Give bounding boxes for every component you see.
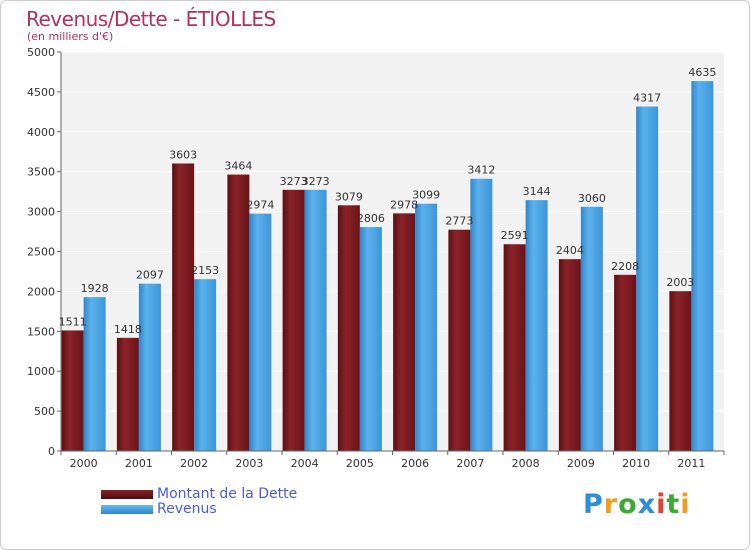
chart-title: Revenus/Dette - ÉTIOLLES — [26, 7, 276, 31]
data-label-dette-2010: 2208 — [611, 260, 639, 273]
y-axis-ticks: 0 500 1000 1500 2000 2500 3000 3500 4000 4500 5000 — [27, 46, 61, 458]
x-tick-label-2001: 2001 — [125, 457, 153, 470]
data-label-dette-2004: 3273 — [280, 175, 308, 188]
data-label-dette-2001: 1418 — [114, 323, 142, 336]
data-label-dette-2008: 2591 — [501, 229, 529, 242]
x-tick-label-2005: 2005 — [346, 457, 374, 470]
bar-dette-2000 — [61, 330, 84, 451]
bar-dette-2006 — [393, 213, 416, 451]
bar-revenus-2010 — [636, 106, 659, 451]
x-tick-label-2002: 2002 — [180, 457, 208, 470]
bar-dette-2004 — [282, 189, 305, 451]
data-label-dette-2009: 2404 — [556, 244, 584, 257]
proxiti-logo: Proxiti — [583, 489, 691, 520]
bar-dette-2008 — [503, 244, 526, 451]
bar-revenus-2002 — [194, 279, 217, 451]
data-label-dette-2003: 3464 — [224, 160, 252, 173]
bar-revenus-2007 — [470, 178, 493, 451]
y-tick-label-3000: 3000 — [27, 206, 55, 219]
data-label-dette-2011: 2003 — [666, 276, 694, 289]
logo-letter-1: r — [603, 489, 619, 520]
y-tick-label-1500: 1500 — [27, 325, 55, 338]
data-label-revenus-2003: 2974 — [246, 199, 274, 212]
y-tick-label-2500: 2500 — [27, 246, 55, 259]
logo-letter-6: i — [680, 489, 691, 520]
bar-revenus-2005 — [359, 227, 382, 451]
data-label-revenus-2009: 3060 — [578, 192, 606, 205]
data-label-dette-2002: 3603 — [169, 148, 197, 161]
bar-dette-2007 — [448, 229, 471, 451]
bar-dette-2005 — [337, 205, 360, 451]
logo-letter-2: o — [618, 489, 638, 520]
y-tick-label-0: 0 — [48, 445, 55, 458]
data-label-revenus-2002: 2153 — [191, 264, 219, 277]
bar-revenus-2009 — [580, 206, 603, 451]
data-labels: 1511 1928 1418 2097 3603 2153 3464 2974 32733273… — [59, 66, 717, 336]
x-axis-ticks: 2000 2001 2002 2003 2004 2005 2006 2007 2008 2009… — [60, 451, 725, 470]
data-label-revenus-2004: 3273 — [302, 175, 330, 188]
bar-revenus-2000 — [83, 297, 106, 451]
bar-revenus-2004 — [304, 189, 327, 451]
bar-revenus-2003 — [249, 213, 272, 451]
x-tick-label-2004: 2004 — [291, 457, 319, 470]
legend-label-dette: Montant de la Dette — [157, 486, 298, 502]
data-label-dette-2007: 2773 — [445, 215, 473, 228]
y-tick-label-1000: 1000 — [27, 365, 55, 378]
bars-group — [61, 81, 714, 452]
data-label-revenus-2007: 3412 — [467, 164, 495, 177]
x-tick-label-2011: 2011 — [677, 457, 705, 470]
gridlines — [61, 51, 724, 452]
data-label-dette-2000: 1511 — [59, 315, 87, 328]
y-tick-label-3500: 3500 — [27, 166, 55, 179]
data-label-revenus-2010: 4317 — [633, 92, 661, 105]
x-tick-label-2003: 2003 — [235, 457, 263, 470]
y-tick-label-5000: 5000 — [27, 46, 55, 59]
logo-letter-3: x — [637, 489, 657, 520]
bar-dette-2010 — [614, 274, 637, 451]
legend-swatch-dette — [101, 490, 153, 499]
y-tick-label-4000: 4000 — [27, 126, 55, 139]
bar-revenus-2008 — [525, 200, 548, 451]
data-label-revenus-2005: 2806 — [357, 212, 385, 225]
logo-letter-5: t — [666, 489, 681, 520]
x-tick-label-2010: 2010 — [622, 457, 650, 470]
x-tick-label-2000: 2000 — [70, 457, 98, 470]
legend-swatch-revenus — [101, 505, 153, 514]
x-tick-label-2008: 2008 — [512, 457, 540, 470]
bar-revenus-2006 — [415, 203, 438, 451]
data-label-revenus-2011: 4635 — [688, 66, 716, 79]
data-label-dette-2005: 3079 — [335, 190, 363, 203]
data-label-revenus-2006: 3099 — [412, 189, 440, 202]
bar-dette-2001 — [116, 337, 139, 451]
bar-dette-2009 — [558, 259, 581, 451]
bar-dette-2003 — [227, 174, 250, 451]
x-tick-label-2006: 2006 — [401, 457, 429, 470]
data-label-revenus-2001: 2097 — [136, 269, 164, 282]
x-tick-label-2009: 2009 — [567, 457, 595, 470]
y-tick-label-4500: 4500 — [27, 86, 55, 99]
data-label-revenus-2008: 3144 — [523, 185, 551, 198]
data-label-dette-2006: 2978 — [390, 198, 418, 211]
bar-dette-2002 — [172, 163, 195, 452]
legend-label-revenus: Revenus — [157, 501, 217, 517]
bar-dette-2011 — [669, 291, 692, 451]
logo-letter-4: i — [656, 489, 667, 520]
y-tick-label-500: 500 — [34, 405, 55, 418]
bar-revenus-2011 — [691, 81, 714, 451]
y-tick-label-2000: 2000 — [27, 285, 55, 298]
x-tick-label-2007: 2007 — [456, 457, 484, 470]
logo-letter-0: P — [583, 489, 604, 520]
bar-revenus-2001 — [138, 283, 161, 451]
data-label-revenus-2000: 1928 — [81, 282, 109, 295]
chart-subtitle: (en milliers d'€) — [27, 30, 114, 43]
